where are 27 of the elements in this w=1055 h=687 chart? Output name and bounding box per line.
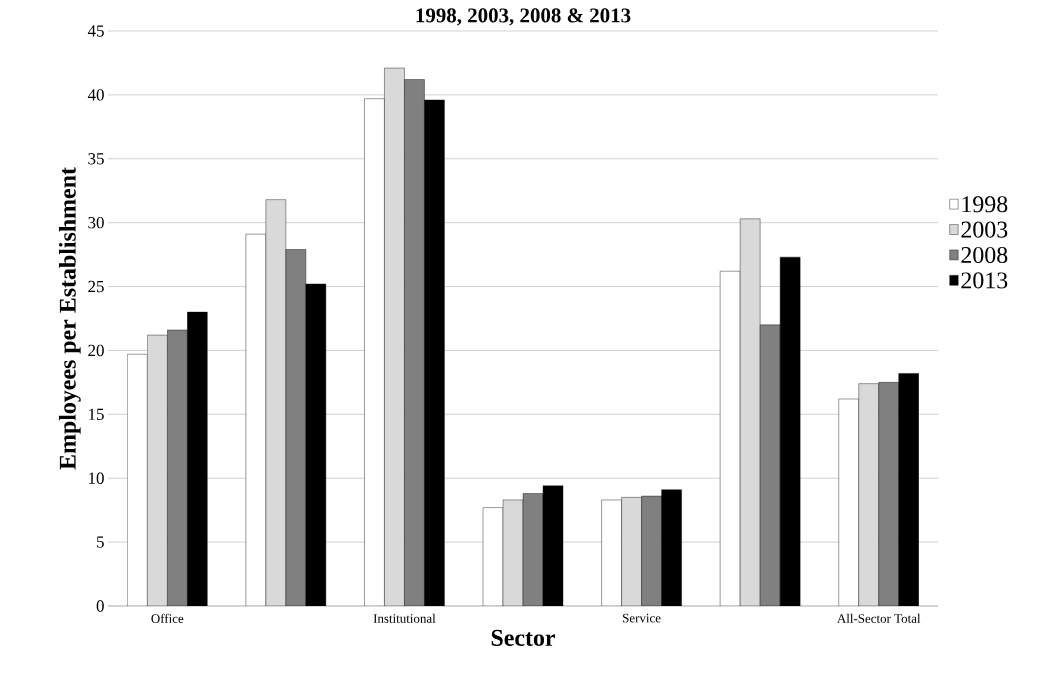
bar: [858, 383, 879, 606]
y-tick-label: 0: [96, 600, 104, 612]
legend-label: 1998: [962, 196, 1008, 213]
bar: [621, 497, 642, 606]
x-tick-label: Service: [623, 613, 661, 623]
y-tick-label: 30: [88, 216, 104, 229]
legend-label: 2003: [961, 221, 1008, 238]
legend-label: 2013: [961, 272, 1008, 289]
y-tick-label: 35: [88, 153, 104, 165]
x-tick-label: All-Sector Total: [837, 613, 921, 623]
bar: [147, 334, 168, 606]
y-tick-label: 5: [97, 536, 104, 548]
x-tick-label: Office: [151, 613, 184, 623]
bar: [265, 199, 287, 606]
chart-title: 1998, 2003, 2008 & 2013: [416, 8, 631, 26]
y-tick-label: 45: [87, 25, 104, 37]
y-tick-label: 40: [87, 89, 104, 101]
legend-label: 2008: [961, 246, 1008, 264]
bar: [739, 218, 761, 606]
y-tick-label: 15: [89, 408, 104, 420]
y-tick-label: 20: [88, 344, 104, 357]
y-tick-label: 10: [89, 472, 104, 484]
bar: [384, 67, 405, 606]
y-tick-label: 25: [88, 280, 104, 293]
x-axis-title: Sector: [491, 629, 556, 646]
x-tick-label: Institutional: [373, 613, 436, 623]
y-axis-title: Employees per Establishment: [58, 167, 81, 470]
